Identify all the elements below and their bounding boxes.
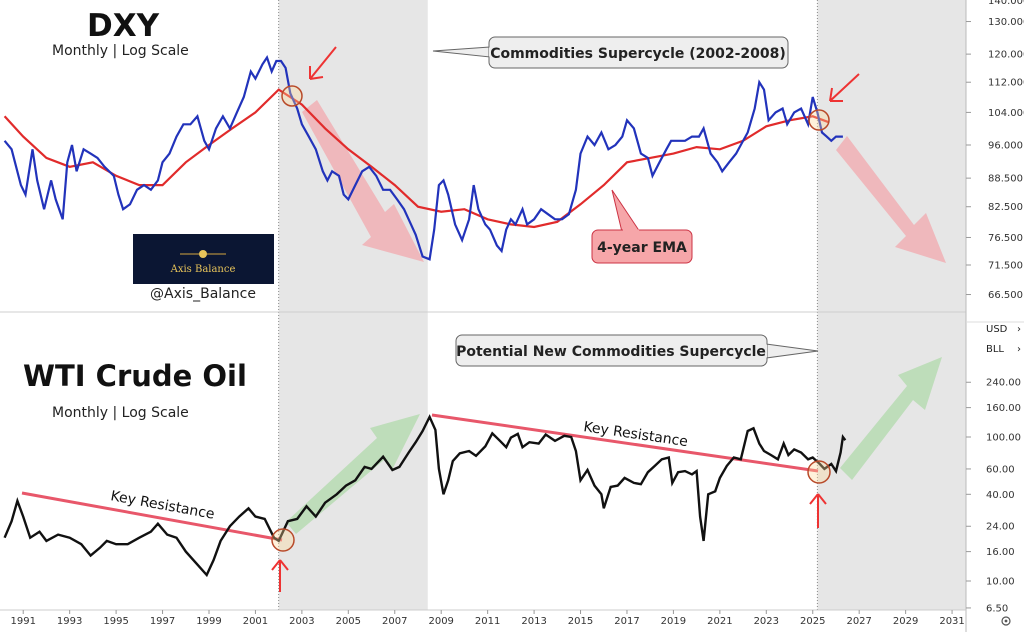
brand-handle: @Axis_Balance	[150, 286, 256, 302]
dxy-tick-label: 96.000	[988, 141, 1023, 152]
oil-tick-label: 240.00	[986, 378, 1021, 389]
brand-logo: Axis Balance	[133, 234, 274, 284]
time-tick-label: 2003	[289, 616, 314, 627]
oil-price-axis: 240.00 160.00 100.00 60.00 40.00 24.00 16.00 10…	[966, 378, 1021, 614]
time-tick-label: 2009	[428, 616, 453, 627]
unit-label: BLL	[986, 344, 1004, 355]
callout-new-supercycle: Potential New Commodities Supercycle	[455, 334, 819, 367]
time-axis: 1991 1993 1995 1997 1999 2001 2003 2005 2007 2009…	[10, 610, 965, 627]
dxy-tick-label: 88.500	[988, 174, 1023, 185]
callout-new-supercycle-pointer	[765, 343, 819, 359]
time-tick-label: 1997	[150, 616, 175, 627]
callout-ema-text: 4-year EMA	[597, 240, 687, 256]
time-tick-label: 2031	[939, 616, 964, 627]
callout-supercycle-2002-pointer	[432, 46, 491, 58]
oil-title: WTI Crude Oil	[23, 359, 247, 393]
oil-up-arrow-2	[840, 357, 942, 480]
settings-gear-icon[interactable]	[1001, 616, 1011, 626]
dxy-down-arrow-2	[836, 136, 946, 263]
time-tick-label: 2025	[800, 616, 825, 627]
time-tick-label: 2019	[661, 616, 686, 627]
oil-breakout-circle-2002	[271, 528, 295, 552]
brand-logo-box	[133, 234, 274, 284]
time-tick-label: 1993	[57, 616, 82, 627]
oil-tick-label: 100.00	[986, 433, 1021, 444]
dxy-ema-line	[3, 88, 830, 229]
callout-ema: 4-year EMA	[591, 189, 693, 264]
time-tick-label: 1995	[103, 616, 128, 627]
time-tick-label: 2023	[754, 616, 779, 627]
oil-tick-label: 40.00	[986, 490, 1015, 501]
pointer-arrows	[271, 46, 860, 592]
oil-tick-label: 160.00	[986, 403, 1021, 414]
currency-chevron-icon[interactable]: ›	[1017, 324, 1021, 335]
dxy-tick-label: 76.500	[988, 233, 1023, 244]
dxy-tick-label: 66.500	[988, 290, 1023, 301]
dxy-tick-label: 112.000	[988, 78, 1024, 89]
oil-tick-label: 60.00	[986, 464, 1015, 475]
brand-logo-mark	[199, 250, 207, 258]
side-labels: USD › BLL ›	[986, 324, 1021, 355]
dxy-tick-label: 82.500	[988, 202, 1023, 213]
callout-supercycle-2002: Commodities Supercycle (2002-2008)	[432, 36, 789, 69]
trend-arrows	[286, 100, 946, 534]
time-tick-label: 2027	[846, 616, 871, 627]
currency-label: USD	[986, 324, 1008, 335]
time-tick-label: 2007	[382, 616, 407, 627]
callout-ema-box	[591, 229, 693, 264]
dxy-cross-circle-2002	[281, 85, 303, 107]
key-resistance-line-1	[21, 491, 283, 542]
pointer-arrow-dxy-2002	[309, 46, 337, 80]
pointer-arrow-oil-2002	[271, 559, 289, 592]
dxy-cross-circle-2025	[808, 109, 830, 131]
oil-breakout-circle-2025	[807, 460, 831, 484]
dxy-line	[3, 55, 843, 261]
time-tick-label: 2005	[336, 616, 361, 627]
time-tick-label: 2001	[243, 616, 268, 627]
oil-tick-label: 6.50	[986, 603, 1008, 614]
time-tick-label: 2021	[707, 616, 732, 627]
key-resistance-line-2	[431, 413, 819, 473]
callout-new-supercycle-text: Potential New Commodities Supercycle	[456, 344, 766, 360]
time-tick-label: 2013	[521, 616, 546, 627]
dxy-tick-label: 71.500	[988, 261, 1023, 272]
time-tick-label: 2029	[893, 616, 918, 627]
dxy-down-arrow-1	[302, 100, 424, 262]
unit-chevron-icon[interactable]: ›	[1017, 344, 1021, 355]
time-tick-label: 2011	[475, 616, 500, 627]
oil-subtitle: Monthly | Log Scale	[52, 405, 189, 421]
dxy-price-axis: 140.000 130.000 120.000 112.000 104.000 96.00…	[966, 0, 1024, 301]
oil-tick-label: 16.00	[986, 547, 1015, 558]
oil-tick-label: 10.00	[986, 577, 1015, 588]
dxy-tick-label: 130.000	[988, 17, 1024, 28]
oil-tick-label: 24.00	[986, 522, 1015, 533]
dxy-tick-label-top: 140.000	[988, 0, 1024, 7]
pointer-arrow-oil-2025	[809, 493, 827, 528]
dxy-subtitle: Monthly | Log Scale	[52, 43, 189, 59]
time-tick-label: 1999	[196, 616, 221, 627]
brand-logo-text: Axis Balance	[170, 264, 236, 275]
dxy-tick-label: 104.000	[988, 108, 1024, 119]
dxy-title: DXY	[87, 8, 160, 44]
pointer-arrow-dxy-2025	[829, 73, 860, 102]
time-tick-label: 2017	[614, 616, 639, 627]
oil-up-arrow-1	[286, 414, 420, 534]
dxy-tick-label: 120.000	[988, 50, 1024, 61]
time-tick-label: 1991	[10, 616, 35, 627]
oil-line	[3, 414, 847, 578]
callout-supercycle-2002-text: Commodities Supercycle (2002-2008)	[490, 46, 786, 62]
callout-ema-pointer	[611, 189, 641, 233]
shaded-periods	[278, 0, 966, 610]
time-tick-label: 2015	[568, 616, 593, 627]
